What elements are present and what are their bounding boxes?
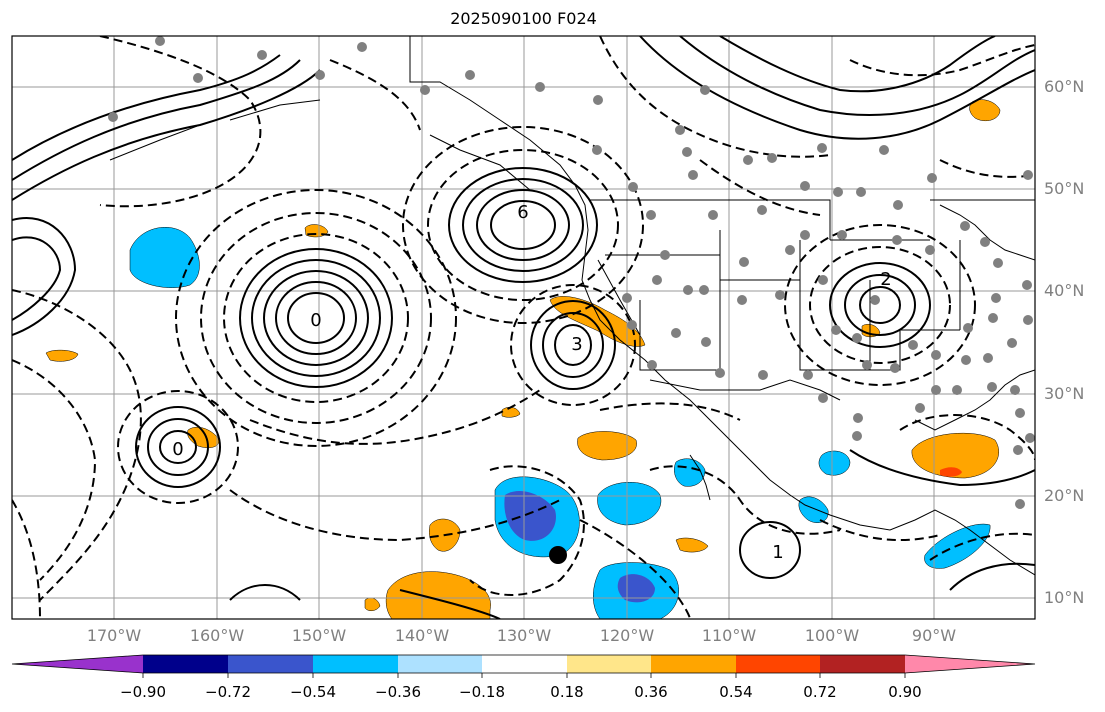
colorbar-label: 0.54	[719, 683, 753, 701]
solid-contours	[12, 36, 1035, 619]
colorbar-label: 0.72	[803, 683, 837, 701]
colorbar-label: 0.90	[888, 683, 922, 701]
colorbar-label: −0.90	[120, 683, 166, 701]
lat-label-20n: 20°N	[1044, 486, 1085, 505]
lon-label-150w: 150°W	[291, 626, 347, 645]
lat-label-10n: 10°N	[1044, 588, 1085, 607]
lon-label-160w: 160°W	[189, 626, 245, 645]
contour-label-baja-low: 3	[571, 334, 582, 355]
contour-label-us-high: 2	[880, 269, 891, 290]
map-title: 2025090100 F024	[450, 9, 597, 28]
lon-label-120w: 120°W	[599, 626, 655, 645]
lon-label-100w: 100°W	[804, 626, 860, 645]
lon-label-90w: 90°W	[911, 626, 957, 645]
lat-label-50n: 50°N	[1044, 179, 1085, 198]
lat-label-40n: 40°N	[1044, 281, 1085, 300]
lat-label-60n: 60°N	[1044, 77, 1085, 96]
lon-label-140w: 140°W	[394, 626, 450, 645]
shading-layer	[45, 99, 1001, 619]
contour-label-central-low: 0	[310, 310, 321, 331]
contour-label-east-high: 6	[517, 202, 528, 223]
contour-label-west-low: 0	[172, 439, 183, 460]
station-dots	[108, 36, 1035, 509]
colorbar-label: −0.72	[205, 683, 251, 701]
map-frame	[11, 35, 1036, 620]
lon-label-130w: 130°W	[496, 626, 552, 645]
dashed-contours	[12, 36, 1035, 619]
gridlines	[12, 36, 1035, 619]
colorbar	[11, 654, 1036, 678]
colorbar-label: −0.36	[375, 683, 421, 701]
storm-center-marker	[549, 546, 567, 564]
colorbar-label: 0.18	[550, 683, 584, 701]
colorbar-label: 0.36	[634, 683, 668, 701]
lon-label-110w: 110°W	[701, 626, 757, 645]
colorbar-label: −0.18	[459, 683, 505, 701]
colorbar-label: −0.54	[290, 683, 336, 701]
lon-label-170w: 170°W	[86, 626, 142, 645]
contour-label-central-america: 1	[772, 542, 783, 563]
lat-label-30n: 30°N	[1044, 384, 1085, 403]
